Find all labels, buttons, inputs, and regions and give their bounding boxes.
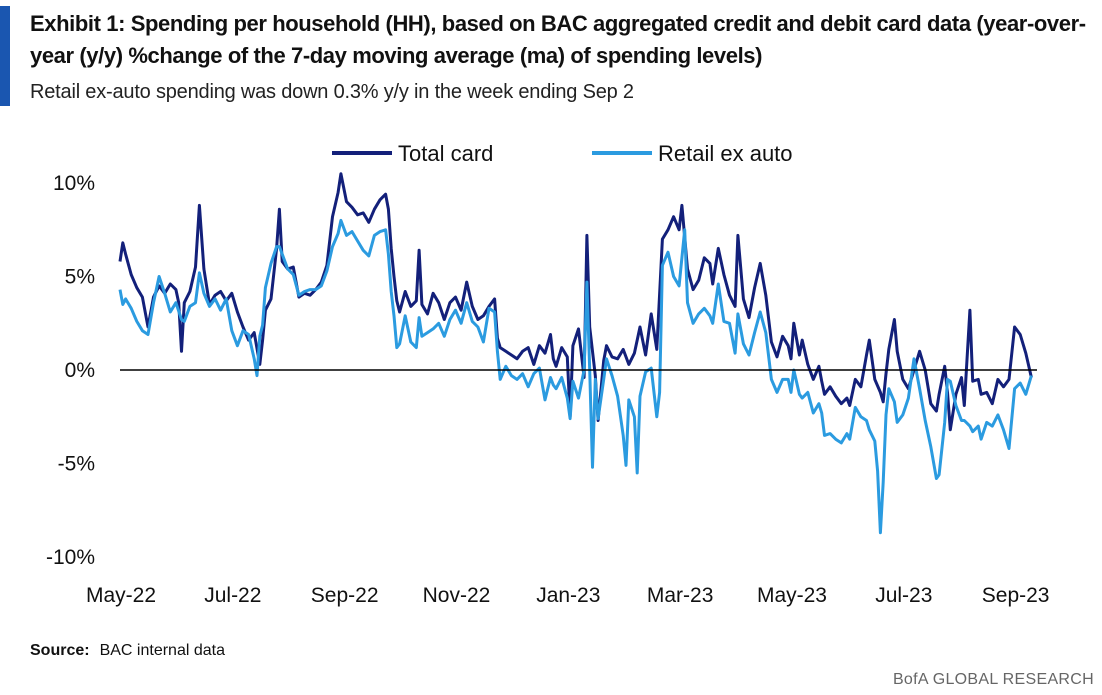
series-line-retail-ex-auto (118, 218, 1033, 535)
y-tick-label: 10% (53, 172, 95, 195)
accent-bar (0, 6, 10, 106)
x-tick-label: Jul-22 (204, 584, 261, 607)
y-tick-label: 5% (65, 266, 95, 289)
source-text: BAC internal data (99, 642, 225, 659)
x-tick-label: Jan-23 (536, 584, 600, 607)
x-tick-label: May-23 (757, 584, 827, 607)
chart-legend: Total card Retail ex auto (332, 141, 793, 166)
series-layer (118, 172, 1037, 535)
footer-brand: BofA GLOBAL RESEARCH (892, 671, 1094, 688)
x-axis: May-22 Jul-22 Sep-22 Nov-22 Jan-23 Mar-23 May-… (86, 584, 1050, 607)
series-line-total-card (118, 172, 1033, 432)
y-tick-label: -10% (46, 546, 95, 569)
x-tick-label: Sep-22 (311, 584, 379, 607)
x-tick-label: Sep-23 (982, 584, 1050, 607)
x-tick-label: Mar-23 (647, 584, 714, 607)
x-tick-label: Nov-22 (423, 584, 491, 607)
legend-label-total-card: Total card (398, 141, 493, 166)
source-note: Source: BAC internal data (30, 642, 225, 660)
line-chart: Total card Retail ex auto 10% 5% 0% -5% -10%… (46, 141, 1050, 607)
y-axis: 10% 5% 0% -5% -10% (46, 172, 95, 569)
exhibit-title: Exhibit 1: Spending per household (HH), … (30, 11, 1086, 68)
x-tick-label: May-22 (86, 584, 156, 607)
y-tick-label: -5% (58, 453, 95, 476)
legend-label-retail-ex-auto: Retail ex auto (658, 141, 793, 166)
exhibit-subtitle: Retail ex-auto spending was down 0.3% y/… (30, 81, 634, 103)
source-label: Source: (30, 642, 90, 659)
x-tick-label: Jul-23 (875, 584, 932, 607)
y-tick-label: 0% (65, 359, 95, 382)
